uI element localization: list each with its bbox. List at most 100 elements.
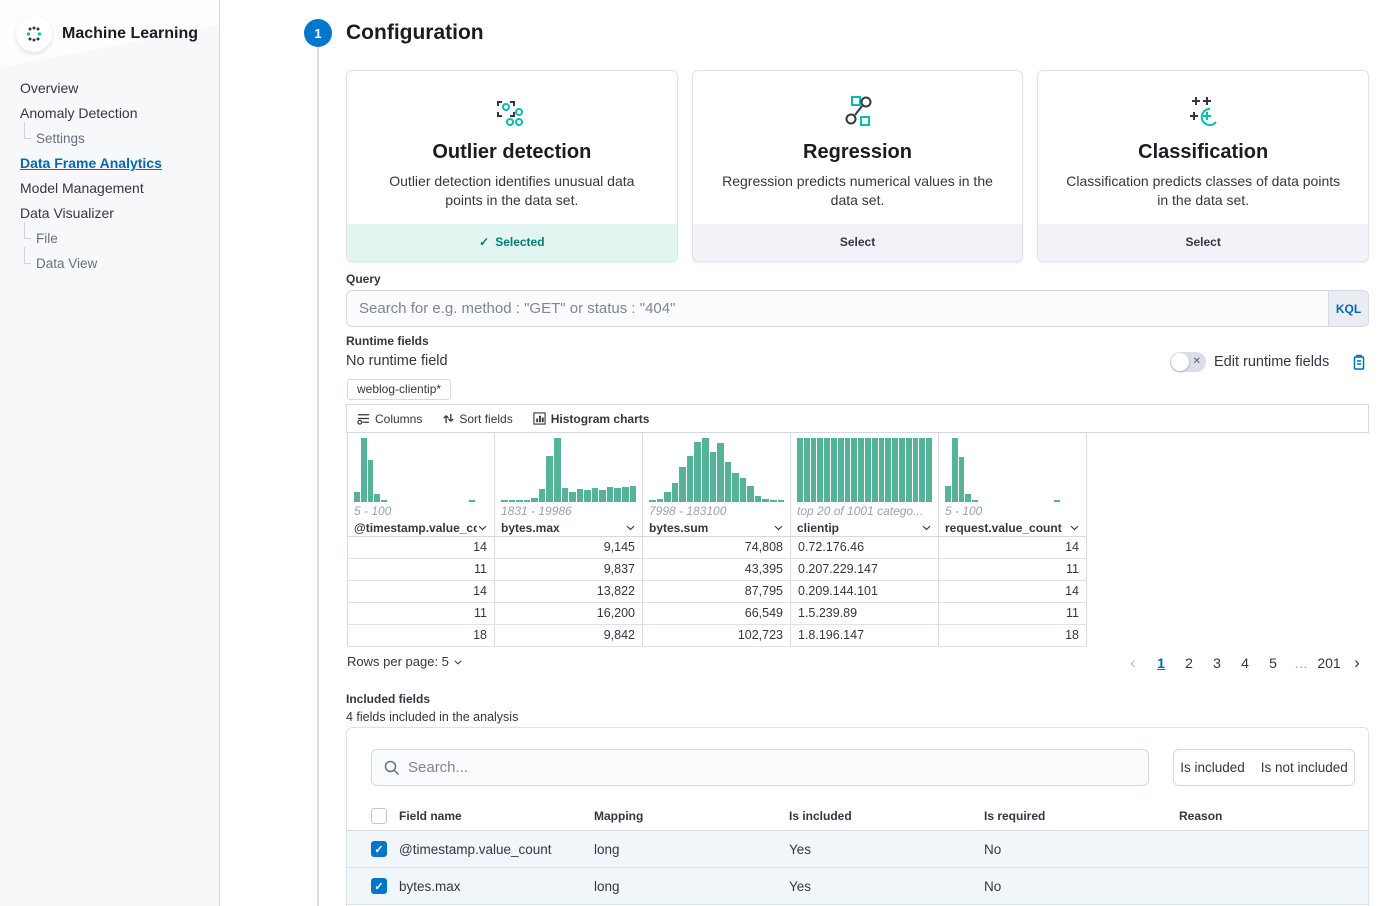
ml-logo-glyph bbox=[26, 26, 42, 42]
columns-button[interactable]: Columns bbox=[357, 412, 422, 426]
grid-column-header-clientip[interactable]: top 20 of 1001 catego... clientip bbox=[791, 433, 939, 537]
pagination-page-201[interactable]: 201 bbox=[1317, 655, 1341, 671]
histogram-bar bbox=[817, 438, 824, 502]
card-footer-select[interactable]: Select bbox=[1038, 224, 1369, 261]
sidebar-item-settings[interactable]: Settings bbox=[0, 122, 219, 151]
pagination-page-1[interactable]: 1 bbox=[1157, 655, 1165, 671]
search-icon bbox=[384, 760, 400, 776]
filter-is-included-button[interactable]: Is included bbox=[1180, 760, 1245, 775]
sidebar-item-overview[interactable]: Overview bbox=[20, 80, 79, 96]
pagination-page-4[interactable]: 4 bbox=[1241, 655, 1249, 671]
fields-search-bar bbox=[371, 749, 1149, 786]
histogram-bar bbox=[724, 462, 732, 502]
table-cell: 14 bbox=[347, 537, 495, 558]
copy-icon[interactable] bbox=[1350, 353, 1370, 373]
table-cell: 87,795 bbox=[643, 581, 791, 602]
chevron-down-icon bbox=[774, 525, 783, 531]
histogram-bar bbox=[851, 438, 858, 502]
column-name[interactable]: bytes.max bbox=[501, 519, 636, 536]
sidebar-item-model-management[interactable]: Model Management bbox=[20, 180, 144, 196]
sidebar-item-data-visualizer[interactable]: Data Visualizer bbox=[20, 205, 114, 221]
histogram-bar bbox=[531, 498, 538, 502]
rows-per-page-button[interactable]: Rows per page: 5 bbox=[347, 654, 463, 669]
histogram-bar bbox=[656, 498, 664, 502]
chevron-down-icon bbox=[454, 659, 462, 665]
histogram-bar bbox=[754, 495, 762, 502]
chevron-down-icon bbox=[478, 525, 487, 531]
column-range-label: 5 - 100 bbox=[945, 504, 983, 518]
histogram-bar bbox=[858, 438, 864, 502]
sidebar-item-data-frame-analytics[interactable]: Data Frame Analytics bbox=[20, 155, 162, 171]
included-fields-label: Included fields bbox=[346, 692, 431, 706]
pagination-page-5[interactable]: 5 bbox=[1269, 655, 1277, 671]
table-row: 18 9,842 102,723 1.8.196.147 18 bbox=[347, 625, 1087, 647]
chevron-down-icon bbox=[922, 525, 931, 531]
column-name[interactable]: @timestamp.value_count bbox=[354, 519, 488, 536]
included-fields-summary: 4 fields included in the analysis bbox=[346, 710, 519, 724]
fields-cell: Yes bbox=[789, 841, 812, 857]
kql-language-button[interactable]: KQL bbox=[1328, 291, 1368, 326]
index-pattern-badge[interactable]: weblog-clientip* bbox=[347, 379, 452, 400]
card-footer-selected[interactable]: ✓ Selected bbox=[347, 224, 677, 261]
histogram-bar bbox=[830, 438, 837, 502]
pagination-page-3[interactable]: 3 bbox=[1213, 655, 1221, 671]
table-cell: 1.8.196.147 bbox=[791, 625, 939, 646]
table-cell: 0.209.144.101 bbox=[791, 581, 939, 602]
table-cell: 66,549 bbox=[643, 603, 791, 624]
fields-header-reason: Reason bbox=[1179, 808, 1223, 823]
column-range-label: 5 - 100 bbox=[354, 504, 392, 518]
histogram-charts-button[interactable]: Histogram charts bbox=[533, 412, 649, 426]
edit-runtime-fields-toggle[interactable]: ✕ bbox=[1170, 352, 1206, 372]
pagination-page-2[interactable]: 2 bbox=[1185, 655, 1193, 671]
sort-fields-button[interactable]: Sort fields bbox=[442, 412, 513, 426]
histogram-bar bbox=[972, 500, 978, 502]
chevron-down-icon bbox=[626, 525, 635, 531]
row-checkbox[interactable]: ✓ bbox=[371, 878, 387, 894]
card-title: Regression bbox=[803, 141, 912, 163]
histogram-bar bbox=[367, 460, 374, 502]
column-name[interactable]: clientip bbox=[797, 519, 932, 536]
pagination-prev-button[interactable]: ‹ bbox=[1130, 653, 1136, 672]
column-name[interactable]: bytes.sum bbox=[649, 519, 784, 536]
sidebar-item-file[interactable]: File bbox=[0, 222, 219, 251]
card-footer-select[interactable]: Select bbox=[692, 224, 1023, 261]
pagination-next-button[interactable]: › bbox=[1354, 653, 1360, 672]
histogram-bar bbox=[701, 438, 709, 502]
filter-is-not-included-button[interactable]: Is not included bbox=[1260, 760, 1348, 775]
grid-column-header-request.value_count[interactable]: 5 - 100 request.value_count bbox=[939, 433, 1087, 537]
card-regression[interactable]: Regression Regression predicts numerical… bbox=[691, 70, 1024, 262]
sidebar-item-data-view[interactable]: Data View bbox=[0, 247, 219, 276]
select-all-checkbox[interactable] bbox=[371, 807, 387, 824]
histogram-bar bbox=[569, 492, 576, 502]
fields-cell: @timestamp.value_count bbox=[399, 841, 552, 857]
sidebar-item-anomaly-detection[interactable]: Anomaly Detection bbox=[20, 105, 138, 121]
card-outlier-detection[interactable]: Outlier detection Outlier detection iden… bbox=[346, 70, 678, 262]
histogram-bar bbox=[694, 442, 701, 502]
histogram-bar bbox=[958, 457, 965, 502]
histogram-bar bbox=[622, 486, 629, 502]
fields-search-input[interactable] bbox=[408, 750, 1138, 785]
histogram-bar bbox=[777, 500, 785, 502]
grid-column-header-@timestamp.value_count[interactable]: 5 - 100@timestamp.value_count bbox=[347, 433, 495, 537]
histogram-bar bbox=[599, 489, 606, 502]
card-classification[interactable]: Classification Classification predicts c… bbox=[1037, 70, 1370, 262]
query-input[interactable] bbox=[347, 291, 1322, 326]
table-cell: 18 bbox=[347, 625, 495, 646]
query-label: Query bbox=[346, 272, 381, 286]
runtime-fields-status: No runtime field bbox=[346, 353, 448, 369]
toggle-off-icon: ✕ bbox=[1192, 356, 1201, 367]
histogram-bar bbox=[803, 438, 810, 502]
histogram-bar bbox=[945, 486, 951, 502]
grid-column-header-bytes.max[interactable]: 1831 - 19986 bytes.max bbox=[495, 433, 643, 537]
row-checkbox[interactable]: ✓ bbox=[371, 841, 387, 857]
histogram-bar bbox=[864, 438, 871, 502]
fields-cell: Yes bbox=[789, 878, 812, 894]
column-name[interactable]: request.value_count bbox=[945, 519, 1080, 536]
sort-icon bbox=[443, 413, 454, 424]
histogram-chart bbox=[501, 438, 637, 502]
histogram-charts-icon bbox=[533, 412, 546, 425]
table-cell: 14 bbox=[939, 581, 1087, 602]
job-type-cards: Outlier detection Outlier detection iden… bbox=[346, 70, 1370, 262]
grid-column-header-bytes.sum[interactable]: 7998 - 183100 bytes.sum bbox=[643, 433, 791, 537]
card-description: Outlier detection identifies unusual dat… bbox=[389, 173, 635, 208]
